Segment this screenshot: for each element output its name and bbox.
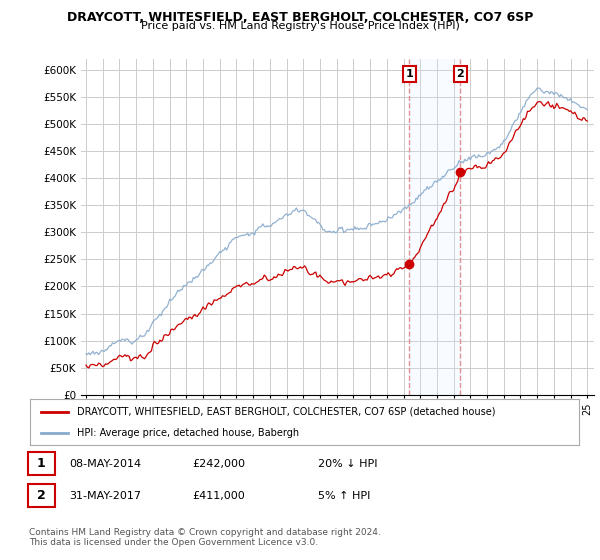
- Text: £411,000: £411,000: [192, 491, 245, 501]
- Text: 1: 1: [406, 69, 413, 79]
- Text: HPI: Average price, detached house, Babergh: HPI: Average price, detached house, Babe…: [77, 428, 299, 438]
- Text: 31-MAY-2017: 31-MAY-2017: [69, 491, 141, 501]
- Text: 08-MAY-2014: 08-MAY-2014: [69, 459, 141, 469]
- Text: DRAYCOTT, WHITESFIELD, EAST BERGHOLT, COLCHESTER, CO7 6SP (detached house): DRAYCOTT, WHITESFIELD, EAST BERGHOLT, CO…: [77, 407, 495, 417]
- Text: DRAYCOTT, WHITESFIELD, EAST BERGHOLT, COLCHESTER, CO7 6SP: DRAYCOTT, WHITESFIELD, EAST BERGHOLT, CO…: [67, 11, 533, 24]
- Text: 2: 2: [457, 69, 464, 79]
- Text: 20% ↓ HPI: 20% ↓ HPI: [318, 459, 377, 469]
- Text: £242,000: £242,000: [192, 459, 245, 469]
- Text: 1: 1: [37, 457, 46, 470]
- Text: 2: 2: [37, 489, 46, 502]
- Text: Price paid vs. HM Land Registry's House Price Index (HPI): Price paid vs. HM Land Registry's House …: [140, 21, 460, 31]
- Text: 5% ↑ HPI: 5% ↑ HPI: [318, 491, 370, 501]
- Bar: [409, 59, 460, 395]
- Text: Contains HM Land Registry data © Crown copyright and database right 2024.
This d: Contains HM Land Registry data © Crown c…: [29, 528, 380, 547]
